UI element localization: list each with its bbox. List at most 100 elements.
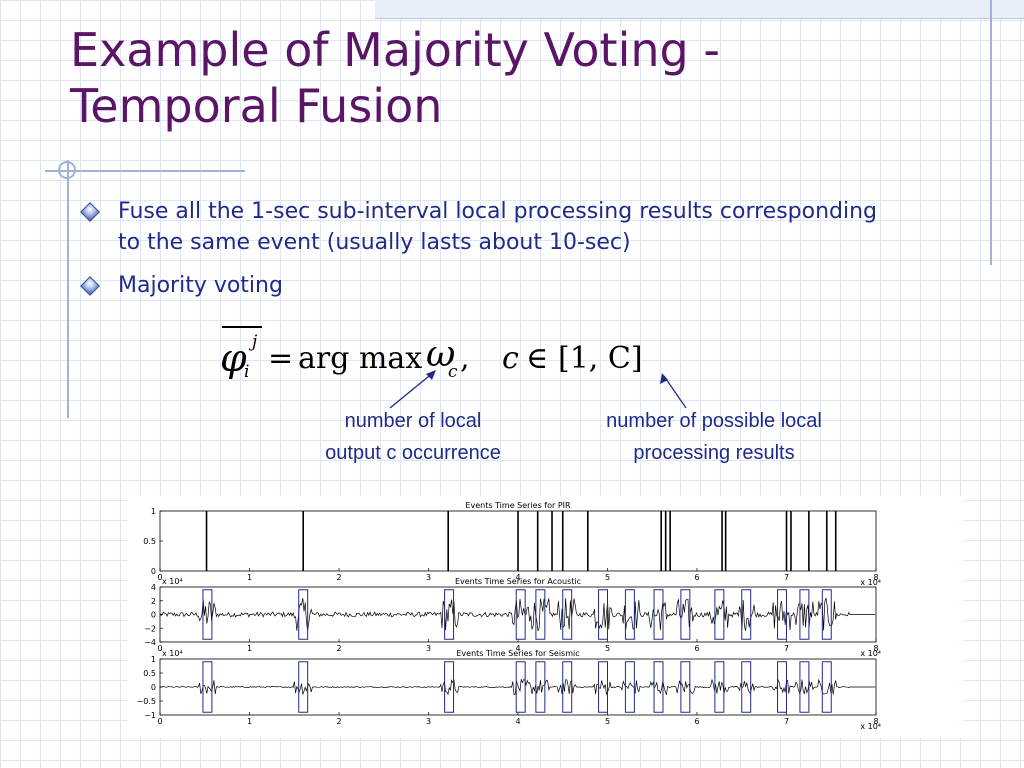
detection-interval (202, 661, 213, 713)
decor-circle (58, 161, 76, 179)
y-tick-label: 0.5 (143, 537, 156, 546)
plot-title: Events Time Series for Seismic (456, 649, 579, 658)
detection-interval (298, 589, 309, 640)
x-tick-label: 3 (426, 717, 431, 726)
formula-c: c (502, 341, 519, 376)
detection-interval (741, 589, 752, 640)
x-tick-label: 5 (605, 717, 610, 726)
formula-superscript: j (252, 332, 258, 352)
x-tick-label: 2 (336, 644, 341, 653)
x-tick-label: 4 (515, 644, 520, 653)
detection-interval (653, 589, 664, 640)
right-decor-line (990, 0, 992, 265)
y-tick-label: 1 (151, 507, 156, 516)
x-tick-label: 4 (515, 717, 520, 726)
x-tick-label: 4 (515, 573, 520, 582)
y-tick-label: 0 (151, 683, 156, 692)
y-exponent-label: x 10⁴ (162, 649, 183, 658)
signal-trace (159, 678, 876, 696)
title-line-1: Example of Majority Voting - (70, 23, 720, 77)
bullet-text-line: Fuse all the 1-sec sub-interval local pr… (118, 199, 878, 224)
x-tick-label: 7 (784, 717, 789, 726)
y-tick-label: 2 (151, 597, 156, 606)
detection-interval (515, 589, 526, 640)
formula-argmax: arg max (298, 341, 423, 376)
x-exponent-label: x 10⁴ (860, 578, 881, 587)
detection-interval (624, 589, 635, 640)
slide-title: Example of Majority Voting - Temporal Fu… (70, 22, 970, 134)
detection-interval (562, 661, 573, 713)
x-tick-label: 2 (336, 573, 341, 582)
detection-interval (298, 661, 309, 713)
x-tick-label: 1 (247, 717, 252, 726)
x-tick-label: 3 (426, 644, 431, 653)
y-tick-label: −2 (144, 624, 156, 633)
x-tick-label: 8 (873, 573, 878, 582)
x-tick-label: 0 (157, 717, 162, 726)
left-decor-line (67, 160, 69, 418)
x-tick-label: 8 (873, 717, 878, 726)
detection-interval (562, 589, 573, 640)
x-tick-label: 1 (247, 644, 252, 653)
bullet-text-line: to the same event (usually lasts about 1… (118, 230, 631, 255)
x-tick-label: 7 (784, 644, 789, 653)
x-tick-label: 0 (157, 573, 162, 582)
detection-interval (653, 661, 664, 713)
x-tick-label: 6 (694, 717, 699, 726)
detection-interval (741, 661, 752, 713)
y-tick-label: −0.5 (137, 697, 156, 706)
x-tick-label: 2 (336, 717, 341, 726)
y-tick-label: 4 (151, 583, 156, 592)
y-tick-label: 0.5 (143, 669, 156, 678)
y-tick-label: −1 (144, 711, 156, 720)
arrow-to-C (663, 375, 687, 409)
detection-interval (444, 589, 455, 640)
formula-range: [1, C] (558, 341, 643, 376)
x-tick-label: 6 (694, 644, 699, 653)
formula-omega-subscript: c (448, 362, 458, 382)
signal-trace (159, 597, 876, 632)
arrowhead-omega (426, 370, 436, 380)
bullet-text-line: Majority voting (118, 273, 283, 298)
detection-interval (624, 661, 635, 713)
detection-interval (680, 661, 691, 713)
x-tick-label: 1 (247, 573, 252, 582)
detection-interval (444, 661, 455, 713)
arrowhead-C (660, 373, 668, 384)
annotation-line: output c occurrence (325, 442, 501, 464)
y-tick-label: 1 (151, 655, 156, 664)
detection-interval (535, 661, 546, 713)
bullet-item: Majority voting (80, 270, 990, 301)
arrow-to-omega (389, 371, 435, 409)
x-tick-label: 7 (784, 573, 789, 582)
detection-interval (598, 589, 608, 640)
y-tick-label: −4 (144, 638, 156, 647)
annotation-line: processing results (633, 442, 795, 464)
formula-overbar (222, 326, 262, 328)
detection-interval (598, 661, 608, 713)
annotation-C: number of possible local processing resu… (566, 405, 862, 469)
detection-interval (714, 661, 725, 713)
x-exponent-label: x 10⁴ (860, 722, 881, 731)
detection-interval (821, 589, 832, 640)
plot-title: Events Time Series for Acoustic (455, 577, 581, 586)
detection-interval (799, 589, 810, 640)
detection-interval (714, 589, 725, 640)
detection-interval (777, 589, 787, 640)
detection-interval (202, 589, 213, 640)
formula-phi: φ (220, 336, 247, 380)
formula-element-of: ∈ (526, 341, 549, 376)
y-exponent-label: x 10⁴ (162, 577, 183, 586)
x-exponent-label: x 10⁴ (860, 649, 881, 658)
bullet-list: Fuse all the 1-sec sub-interval local pr… (80, 196, 990, 313)
x-tick-label: 5 (605, 644, 610, 653)
x-tick-label: 0 (157, 644, 162, 653)
bullet-item: Fuse all the 1-sec sub-interval local pr… (80, 196, 990, 258)
title-line-2: Temporal Fusion (70, 79, 443, 133)
detection-interval (777, 661, 787, 713)
annotation-line: number of possible local (606, 410, 822, 432)
formula-equals: = (268, 341, 294, 376)
x-tick-label: 8 (873, 644, 878, 653)
